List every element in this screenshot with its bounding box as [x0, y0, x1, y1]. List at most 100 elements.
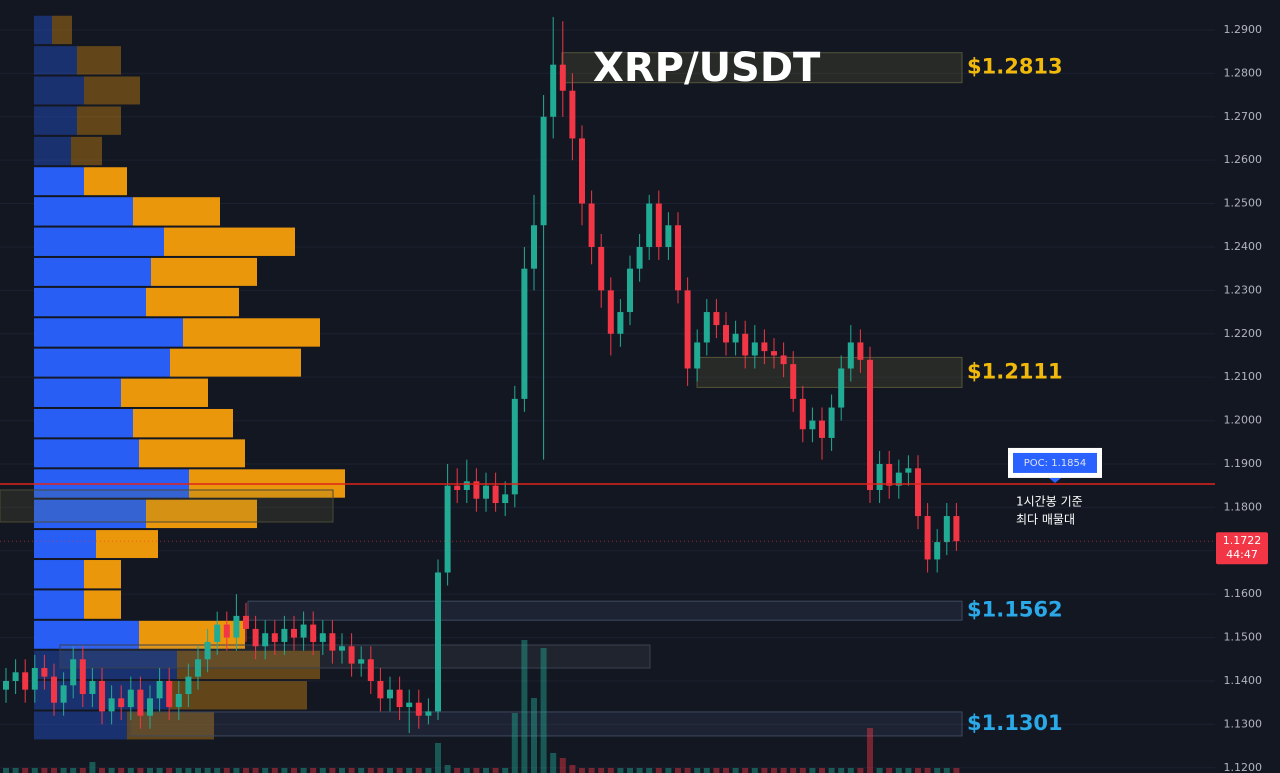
volume-bar [579, 768, 585, 773]
level-label: $1.1562 [967, 598, 1063, 622]
volume-bar [291, 768, 297, 773]
candle-body [694, 342, 701, 369]
candle-body [742, 333, 749, 356]
candle-body [387, 689, 393, 699]
volume-bar [521, 640, 528, 773]
profile-buy [34, 287, 146, 317]
candle-body [329, 633, 336, 651]
candle-body [790, 364, 797, 399]
candle-body [156, 680, 163, 699]
volume-bar [281, 768, 288, 773]
last-price-label: 1.1722 [1223, 534, 1262, 547]
volume-bar [300, 768, 307, 773]
candle-body [415, 702, 422, 716]
profile-sell [84, 590, 121, 619]
chart-title: XRP/USDT [593, 45, 821, 91]
volume-bar [41, 768, 48, 773]
volume-bar [435, 743, 441, 773]
volume-bar [3, 768, 9, 773]
volume-bar [367, 768, 374, 773]
candle-body [22, 672, 29, 690]
volume-bar [12, 768, 19, 773]
volume-bar [89, 762, 96, 773]
volume-bar [483, 768, 489, 773]
volume-bar [425, 768, 432, 773]
y-tick-label: 1.1300 [1224, 717, 1263, 730]
candle-body [867, 359, 873, 491]
candle-body [137, 689, 144, 716]
y-tick-label: 1.2000 [1224, 414, 1263, 427]
volume-bar [204, 768, 211, 773]
level-zone [129, 711, 963, 737]
volume-bar [655, 768, 662, 773]
volume-bar [233, 768, 240, 773]
candle-body [809, 420, 816, 430]
candle-body [367, 659, 374, 681]
profile-sell [139, 439, 245, 468]
profile-buy [34, 76, 84, 105]
volume-bar [799, 768, 806, 773]
profile-buy [34, 530, 96, 559]
candle-body [540, 116, 547, 226]
volume-bar [502, 768, 509, 773]
candle-body [771, 351, 777, 356]
volume-bar [531, 698, 537, 773]
volume-bar [559, 758, 566, 773]
volume-bar [444, 765, 451, 773]
candle-body [281, 628, 288, 642]
profile-buy [34, 197, 133, 226]
profile-buy [34, 560, 84, 589]
candle-body [876, 463, 883, 491]
candle-body [684, 290, 691, 369]
volume-bar [790, 768, 797, 773]
volume-bar [348, 768, 355, 773]
volume-bar [22, 768, 29, 773]
candle-body [41, 667, 48, 677]
volume-bar [828, 768, 835, 773]
candle-body [3, 680, 9, 690]
volume-bar [607, 768, 614, 773]
level-label: $1.1301 [967, 711, 1063, 735]
candle-body [319, 633, 326, 642]
profile-sell [146, 287, 239, 317]
volume-bar [723, 768, 729, 773]
candle-body [108, 698, 115, 712]
volume-bar [857, 768, 864, 773]
y-tick-label: 1.1900 [1224, 457, 1263, 470]
volume-bar [934, 768, 941, 773]
volume-bar [463, 768, 470, 773]
candle-body [895, 472, 902, 486]
candle-body [454, 485, 461, 491]
profile-buy [34, 227, 164, 256]
volume-bar [252, 768, 259, 773]
candle-body [857, 342, 864, 360]
candle-body [799, 398, 806, 430]
candle-body [310, 624, 317, 642]
candle-body [953, 516, 960, 542]
volume-bar [271, 768, 278, 773]
volume-bar [627, 768, 633, 773]
candle-body [300, 624, 307, 638]
profile-sell [77, 106, 121, 135]
candle-body [435, 572, 441, 712]
candle-body [780, 355, 787, 365]
volume-bar [166, 768, 173, 773]
volume-bar [147, 768, 153, 773]
note: 최다 매물대 [1016, 512, 1075, 526]
y-tick-label: 1.2500 [1224, 197, 1263, 210]
level-label: $1.2813 [967, 55, 1063, 79]
candle-body [569, 90, 576, 139]
candle-body [924, 516, 931, 560]
poc-pointer [1049, 477, 1061, 483]
poc-inner [1013, 452, 1097, 473]
candle-body [339, 646, 345, 651]
candle-body [732, 333, 739, 343]
candle-body [886, 463, 893, 486]
candle-body [579, 138, 585, 204]
volume-bar [310, 768, 317, 773]
profile-sell [133, 197, 220, 226]
candle-body [943, 516, 950, 543]
volume-bar [886, 768, 893, 773]
volume-bar [665, 768, 672, 773]
